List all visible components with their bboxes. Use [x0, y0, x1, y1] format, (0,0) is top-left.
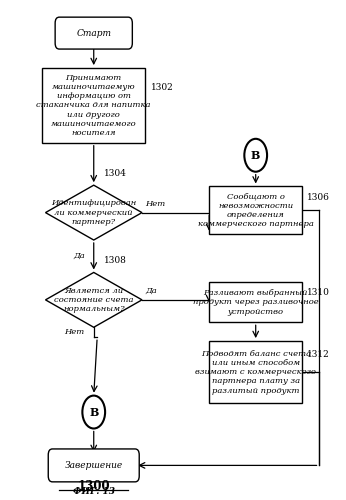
Bar — [209, 341, 302, 404]
Text: 1310: 1310 — [307, 288, 330, 297]
Text: 1304: 1304 — [104, 168, 127, 177]
Circle shape — [82, 396, 105, 428]
Text: Завершение: Завершение — [65, 461, 123, 470]
Text: Является ли
состояние счета
нормальным?: Является ли состояние счета нормальным? — [54, 286, 134, 313]
Text: Старт: Старт — [76, 28, 111, 38]
Bar — [209, 282, 302, 323]
Circle shape — [244, 139, 267, 172]
Text: B: B — [89, 406, 98, 418]
Polygon shape — [45, 272, 142, 328]
FancyBboxPatch shape — [55, 17, 132, 49]
Bar — [42, 68, 145, 143]
Text: B: B — [251, 150, 261, 161]
Text: 1308: 1308 — [104, 256, 127, 265]
Text: Нет: Нет — [64, 328, 85, 336]
Text: ФИГ. 13: ФИГ. 13 — [73, 488, 115, 496]
Bar — [209, 186, 302, 234]
Polygon shape — [45, 185, 142, 240]
Text: Нет: Нет — [145, 200, 166, 207]
Text: Принимают
машиночитаемую
информацию от
стаканчика для напитка
или другого
машино: Принимают машиночитаемую информацию от с… — [36, 74, 151, 137]
Text: Идентифицирован
ли коммерческий
партнер?: Идентифицирован ли коммерческий партнер? — [51, 200, 136, 226]
Text: 1312: 1312 — [307, 350, 330, 359]
Text: 1300: 1300 — [78, 480, 110, 494]
Text: 1306: 1306 — [307, 193, 330, 202]
Text: Да: Да — [73, 252, 85, 260]
Text: Да: Да — [145, 287, 157, 295]
Text: Разливают выбранный
продукт через разливочное
устройство: Разливают выбранный продукт через разлив… — [193, 289, 319, 316]
Text: Подводят баланс счета
или иным способом
взимают с коммерческого
партнера плату з: Подводят баланс счета или иным способом … — [195, 350, 316, 395]
Text: Сообщают о
невозможности
определения
коммерческого партнера: Сообщают о невозможности определения ком… — [198, 192, 313, 228]
Text: 1302: 1302 — [151, 84, 173, 92]
FancyBboxPatch shape — [48, 449, 139, 482]
